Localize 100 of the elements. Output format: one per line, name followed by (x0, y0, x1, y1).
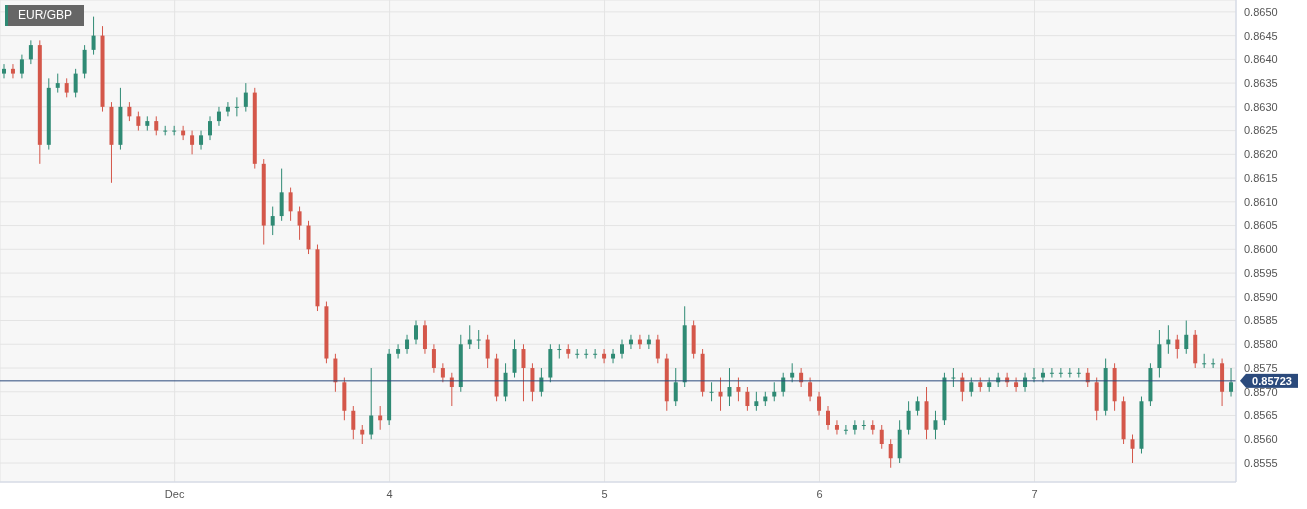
candlestick (270, 206, 275, 236)
candlestick (297, 206, 302, 241)
title-tag: EUR/GBP (5, 5, 84, 26)
candlestick (422, 320, 427, 355)
candlestick (1184, 320, 1189, 355)
x-tick-label: 7 (1031, 487, 1038, 500)
candlestick (1202, 353, 1207, 369)
candlestick (602, 348, 607, 364)
y-tick-label: 0.8580 (1244, 338, 1278, 351)
candlestick (351, 405, 356, 440)
candlestick (1032, 367, 1036, 383)
candlestick (521, 343, 526, 402)
y-tick-label: 0.8605 (1244, 219, 1278, 232)
y-tick-label: 0.8640 (1244, 53, 1278, 66)
x-tick-label: 6 (816, 487, 823, 500)
candlestick (19, 54, 24, 79)
candlestick (127, 101, 132, 122)
candlestick (1058, 367, 1063, 379)
candlestick (933, 410, 938, 440)
candlestick (861, 419, 866, 431)
candlestick (369, 367, 374, 440)
candlestick (10, 63, 15, 79)
y-tick-label: 0.8620 (1244, 148, 1278, 161)
candlestick (1049, 367, 1054, 379)
candlestick (279, 168, 284, 222)
candlestick (718, 377, 723, 412)
candlestick (620, 339, 624, 360)
candlestick (834, 419, 839, 436)
candlestick (915, 396, 920, 417)
candlestick (485, 334, 490, 369)
candlestick (225, 101, 230, 117)
candlestick (888, 438, 893, 469)
candlestick (1040, 367, 1045, 383)
x-tick-label: 4 (386, 487, 393, 500)
candlestick (817, 391, 822, 417)
candlestick (208, 115, 212, 141)
candlestick (414, 320, 418, 345)
candlestick (1157, 329, 1162, 379)
candlestick (772, 381, 777, 402)
candlestick (736, 377, 741, 402)
candlestick (431, 343, 436, 374)
candlestick (306, 220, 311, 255)
y-tick-label: 0.8645 (1244, 29, 1278, 42)
candlestick (396, 343, 401, 360)
candlestick (82, 44, 87, 79)
candlestick (1211, 358, 1216, 369)
candlestick (951, 367, 956, 388)
y-tick-label: 0.8565 (1244, 409, 1278, 422)
candlestick (28, 39, 33, 65)
x-tick-label: Dec (164, 487, 185, 500)
candlestick (673, 367, 678, 407)
candlestick (288, 187, 293, 222)
candlestick (154, 115, 159, 136)
candlestick (879, 424, 884, 450)
candlestick (360, 424, 365, 445)
y-tick-label: 0.8625 (1244, 124, 1278, 137)
candlestick (1229, 367, 1234, 398)
y-tick-label: 0.8615 (1244, 171, 1278, 184)
y-tick-label: 0.8630 (1244, 100, 1278, 113)
candlestick (2, 63, 6, 79)
candlestick (405, 334, 410, 355)
candlestick (852, 419, 857, 436)
candlestick (1014, 377, 1019, 393)
candlestick (136, 111, 141, 132)
y-tick-label: 0.8635 (1244, 77, 1278, 90)
candlestick (906, 400, 911, 436)
candlestick (611, 348, 616, 364)
y-tick-label: 0.8590 (1244, 290, 1278, 303)
candlestick (199, 130, 204, 151)
candlestick (234, 96, 239, 117)
y-tick-label: 0.8575 (1244, 361, 1278, 374)
y-tick-label: 0.8595 (1244, 266, 1278, 279)
candlestick (727, 367, 732, 407)
y-tick-label: 0.8600 (1244, 243, 1278, 256)
candlestick (1175, 334, 1180, 360)
candlestick (1076, 367, 1081, 379)
candlestick (655, 334, 660, 364)
candlestick (216, 106, 221, 127)
candlestick (503, 362, 508, 402)
candlestick (1067, 367, 1072, 379)
y-tick-label: 0.8560 (1244, 433, 1278, 446)
candlestick (709, 381, 714, 402)
candlestick (476, 329, 481, 350)
candlestick (530, 362, 535, 402)
candlestick (843, 424, 848, 436)
candlestick (575, 348, 580, 360)
candlestick (64, 77, 69, 98)
candlestick (584, 348, 589, 360)
y-tick-label: 0.8585 (1244, 314, 1278, 327)
candlestick (593, 348, 598, 360)
candlestick (808, 377, 813, 402)
candlestick (1130, 434, 1135, 464)
candlestick (190, 130, 195, 155)
y-tick-label: 0.8570 (1244, 385, 1278, 398)
candlestick (557, 343, 562, 360)
x-tick-label: 5 (601, 487, 608, 500)
y-tick-label: 0.8610 (1244, 195, 1278, 208)
candlestick (243, 82, 248, 113)
ref-line-label: 0.85723 (1252, 374, 1292, 387)
candlestick (826, 405, 830, 431)
